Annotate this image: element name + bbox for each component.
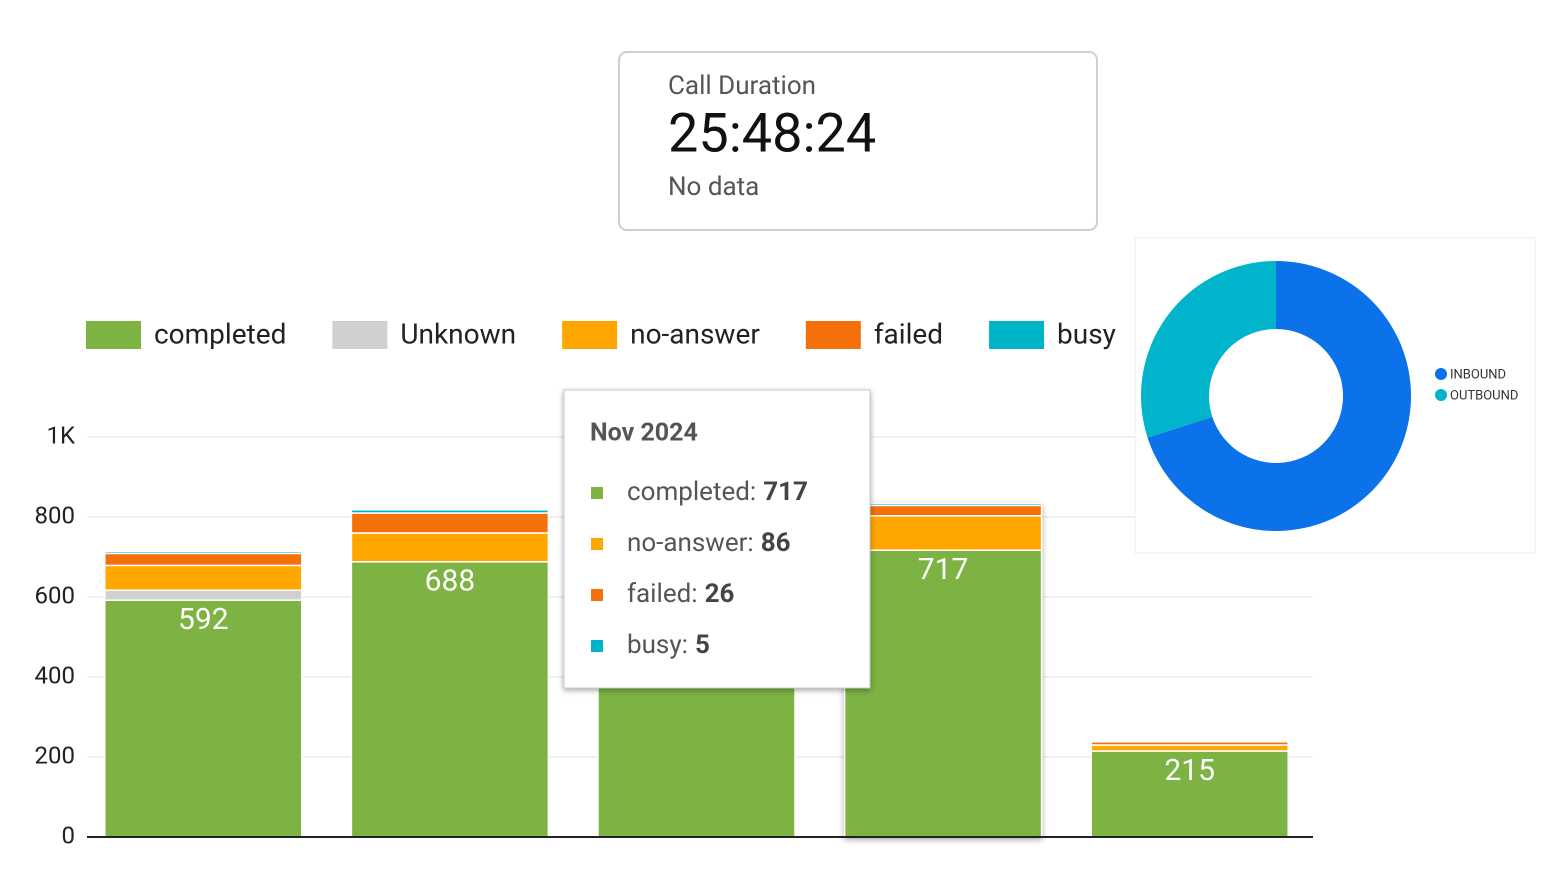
legend-label: busy [1057, 317, 1116, 350]
y-tick-label: 200 [35, 741, 75, 769]
bar-segment [843, 515, 1043, 551]
y-tick-label: 0 [62, 821, 76, 849]
bar-segment [104, 552, 303, 567]
legend-label: INBOUND [1450, 367, 1506, 382]
bar-segment [843, 549, 1043, 838]
tooltip-value: 26 [705, 579, 735, 609]
data-label: 688 [425, 564, 476, 599]
bar-stack [843, 502, 1043, 838]
y-tick-label: 600 [35, 581, 75, 609]
legend-label: Unknown [400, 317, 516, 350]
bar-stack [104, 550, 303, 838]
tooltip-swatch [591, 589, 603, 601]
tooltip: Nov 2024 completed: 717 no-answer: 86 failed:… [563, 389, 871, 689]
tooltip-label: busy: [627, 630, 688, 660]
tooltip-swatch [591, 538, 603, 550]
data-label: 717 [918, 552, 969, 587]
bar-stack [350, 509, 550, 838]
bar-segment [104, 564, 303, 591]
tooltip-value: 86 [761, 528, 791, 558]
donut-slice [1141, 261, 1276, 438]
legend-dot [1435, 368, 1447, 380]
bar-segment [104, 550, 303, 555]
tooltip-swatch [591, 487, 603, 499]
tooltip-label: completed: [627, 477, 756, 507]
scorecard [618, 51, 1098, 231]
legend-label: completed [154, 317, 286, 350]
legend-swatch [805, 321, 861, 349]
data-label: 215 [1164, 753, 1215, 788]
legend-swatch [989, 321, 1045, 349]
tooltip-title: Nov 2024 [590, 419, 698, 448]
legend-label: OUTBOUND [1450, 388, 1518, 403]
y-tick-label: 1K [46, 421, 75, 449]
tooltip-value: 717 [763, 477, 808, 507]
tooltip-value: 5 [695, 630, 710, 660]
bar-stack [1090, 739, 1289, 838]
y-tick-label: 400 [35, 661, 75, 689]
legend-swatch [562, 321, 618, 349]
bar-segment [843, 502, 1043, 507]
bar-segment [1090, 744, 1289, 752]
tooltip-label: failed: [627, 579, 698, 609]
bar-segment [350, 561, 550, 838]
legend-swatch [86, 321, 141, 349]
tooltip-box [563, 389, 871, 689]
data-label: 592 [178, 602, 229, 637]
donut-chart: INBOUND OUTBOUND [1141, 261, 1518, 531]
bar-segment [1090, 750, 1289, 838]
bar-segment [104, 599, 303, 838]
legend-dot [1435, 389, 1447, 401]
y-tick-label: 800 [35, 501, 75, 529]
donut-slice [1147, 261, 1412, 531]
bar-segment [1090, 739, 1289, 743]
legend-label: no-answer [630, 317, 760, 350]
legend-swatch [332, 321, 388, 349]
bar-segment [104, 589, 303, 601]
bar-segment [350, 532, 550, 563]
bar-segment [350, 512, 550, 534]
tooltip-label: no-answer: [627, 528, 754, 558]
scorecard-value: 25:48:24 [668, 102, 876, 165]
scorecard-note: No data [668, 172, 759, 202]
legend-label: failed [874, 317, 943, 350]
scorecard-title: Call Duration [668, 71, 816, 101]
bar-chart: 0 200 400 600 800 1K completed Unknown no-answer… [35, 317, 1313, 849]
bar-segment [350, 509, 550, 514]
tooltip-swatch [591, 640, 603, 652]
bar-segment [843, 504, 1043, 517]
